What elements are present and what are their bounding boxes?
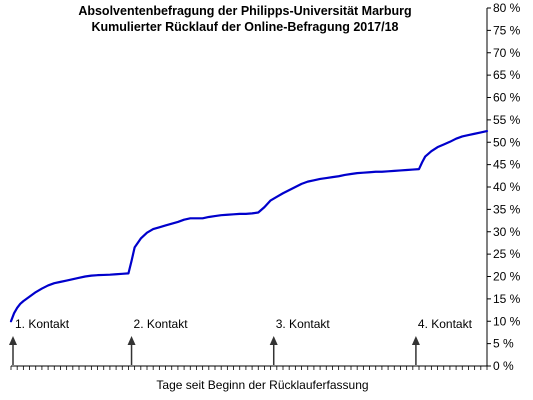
y-tick-label: 30 %: [493, 225, 521, 239]
y-tick-label: 55 %: [493, 113, 521, 127]
y-tick-label: 35 %: [493, 202, 521, 216]
y-tick-label: 0 %: [493, 359, 514, 373]
contact-label: 3. Kontakt: [276, 317, 331, 331]
contact-label: 4. Kontakt: [418, 317, 473, 331]
contact-annotation: 3. Kontakt: [269, 317, 331, 365]
y-tick-label: 5 %: [493, 337, 514, 351]
y-tick-label: 20 %: [493, 270, 521, 284]
contact-annotation: 4. Kontakt: [411, 317, 473, 365]
x-axis-ticks: [10, 366, 488, 370]
y-tick-label: 25 %: [493, 247, 521, 261]
contact-arrow-head: [411, 336, 420, 345]
y-tick-label: 50 %: [493, 135, 521, 149]
contact-arrow-head: [269, 336, 278, 345]
y-tick-label: 60 %: [493, 91, 521, 105]
series-line: [9, 129, 489, 323]
y-tick-label: 80 %: [493, 1, 521, 15]
contact-label: 2. Kontakt: [134, 317, 189, 331]
contact-annotation: 1. Kontakt: [9, 317, 70, 365]
contact-arrow-head: [127, 336, 136, 345]
contact-label: 1. Kontakt: [15, 317, 70, 331]
y-tick-label: 15 %: [493, 292, 521, 306]
x-axis-label-text: Tage seit Beginn der Rücklauferfassung: [156, 378, 369, 392]
y-tick-label: 65 %: [493, 68, 521, 82]
x-axis-label: Tage seit Beginn der Rücklauferfassung: [0, 378, 533, 392]
contact-arrow-head: [9, 336, 17, 345]
annotations: 1. Kontakt 2. Kontakt 3. Kontakt 4. Kontakt: [9, 317, 473, 365]
y-tick-label: 40 %: [493, 180, 521, 194]
y-tick-label: 70 %: [493, 46, 521, 60]
contact-annotation: 2. Kontakt: [127, 317, 189, 365]
y-tick-label: 45 %: [493, 158, 521, 172]
y-tick-label: 10 %: [493, 314, 521, 328]
chart-subtitle: Kumulierter Rücklauf der Online-Befragun…: [91, 20, 399, 34]
y-tick-label: 75 %: [493, 23, 521, 37]
y-axis-ticks: 0 % 5 % 10 % 15 % 20 % 25 % 30 % 35 % 40 % 45 % 50…: [487, 1, 521, 373]
series-group: [9, 129, 489, 323]
axes: [11, 8, 488, 367]
chart-title: Absolventenbefragung der Philipps-Univer…: [78, 4, 412, 18]
